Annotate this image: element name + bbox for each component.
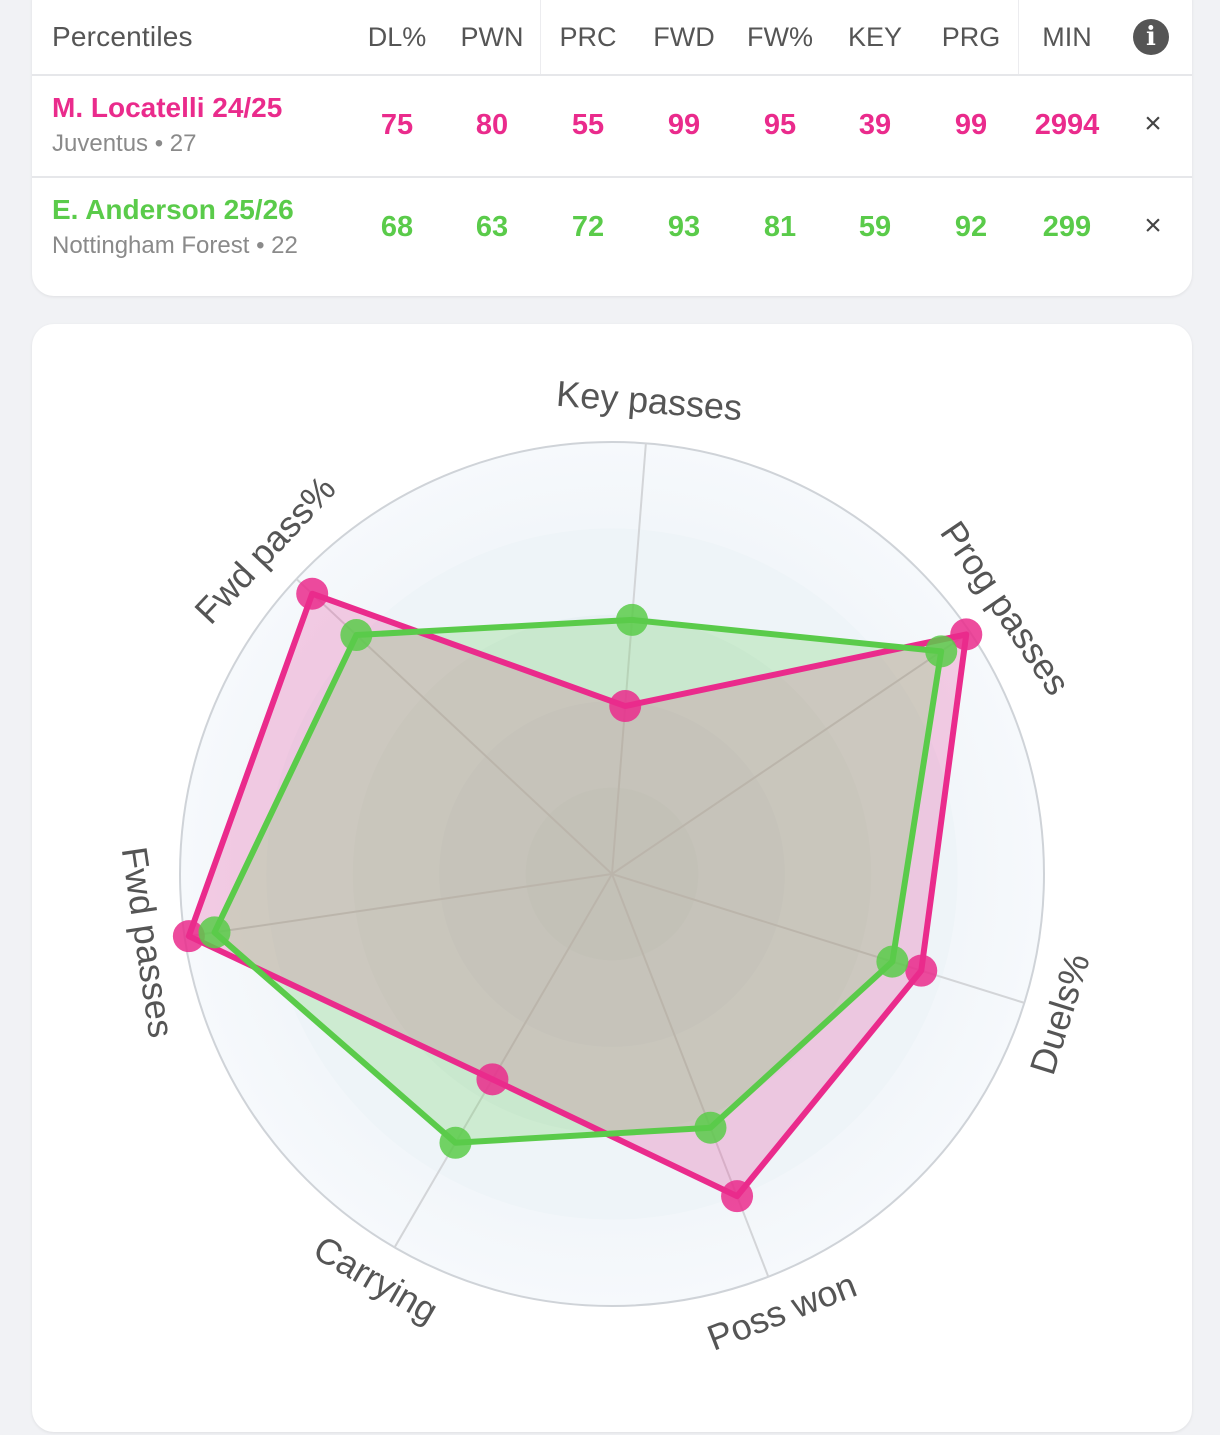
- stat-key: 39: [858, 109, 892, 141]
- radar-data-point[interactable]: [340, 619, 373, 652]
- radar-data-point[interactable]: [198, 916, 231, 949]
- radar-data-point[interactable]: [296, 577, 329, 610]
- stat-prg: 92: [954, 211, 988, 243]
- stat-prg: 99: [954, 109, 988, 141]
- stat-fwd: 93: [667, 211, 701, 243]
- radar-data-point[interactable]: [876, 945, 909, 978]
- radar-data-point[interactable]: [172, 920, 205, 953]
- table-header-row: Percentiles DL% PWN PRC FWD FW% KEY PRG …: [32, 0, 1192, 76]
- remove-player-button[interactable]: ×: [1144, 107, 1162, 140]
- column-header-min[interactable]: MIN: [1042, 22, 1092, 52]
- radar-data-point[interactable]: [615, 603, 648, 636]
- player-team-age: Nottingham Forest • 22: [52, 232, 298, 259]
- stat-prc: 72: [571, 211, 605, 243]
- radar-spoke: [611, 631, 971, 875]
- column-header-fw[interactable]: FW%: [747, 22, 813, 52]
- player-team-age: Juventus • 27: [52, 130, 197, 157]
- radar-data-point[interactable]: [950, 618, 983, 651]
- radar-axis-label: Fwd passes: [114, 844, 183, 1040]
- remove-player-button[interactable]: ×: [1144, 209, 1162, 242]
- radar-series-line: [185, 590, 970, 1200]
- stat-fw: 81: [763, 211, 797, 243]
- stat-prc: 55: [571, 109, 605, 141]
- stat-dl: 75: [380, 109, 414, 141]
- radar-data-point[interactable]: [439, 1126, 472, 1159]
- radar-chart-card: Key passes Prog passes Duels% Poss won Carry…: [32, 324, 1192, 1432]
- radar-spoke: [611, 443, 647, 875]
- player-name[interactable]: E. Anderson 25/26: [52, 194, 294, 225]
- column-divider: [540, 0, 541, 74]
- radar-axis-label: Key passes: [555, 373, 744, 428]
- column-divider: [1018, 0, 1019, 74]
- stat-fw: 95: [763, 109, 797, 141]
- radar-spoke: [611, 873, 1025, 1004]
- radar-series-area: [214, 619, 942, 1143]
- column-header-key[interactable]: KEY: [847, 22, 903, 52]
- stat-min: 2994: [1034, 109, 1100, 141]
- radar-data-point[interactable]: [905, 954, 938, 987]
- stat-min: 299: [1042, 211, 1092, 243]
- radar-series-area: [188, 593, 967, 1197]
- radar-data-point[interactable]: [721, 1180, 754, 1213]
- stat-key: 59: [858, 211, 892, 243]
- player-name[interactable]: M. Locatelli 24/25: [52, 92, 283, 123]
- stat-fwd: 99: [667, 109, 701, 141]
- table-title: Percentiles: [52, 21, 193, 52]
- column-header-fwd[interactable]: FWD: [653, 22, 715, 52]
- column-header-pwn[interactable]: PWN: [460, 22, 524, 52]
- stat-dl: 68: [380, 211, 414, 243]
- player-row-2[interactable]: E. Anderson 25/26 Nottingham Forest • 22…: [32, 178, 1192, 278]
- column-header-prc[interactable]: PRC: [559, 22, 617, 52]
- radar-data-point[interactable]: [925, 635, 958, 668]
- column-header-prg[interactable]: PRG: [941, 22, 1001, 52]
- stat-pwn: 80: [475, 109, 509, 141]
- percentiles-table: Percentiles DL% PWN PRC FWD FW% KEY PRG …: [32, 0, 1192, 296]
- column-header-dl[interactable]: DL%: [367, 22, 427, 52]
- radar-spoke: [393, 873, 613, 1248]
- radar-spoke: [184, 873, 613, 938]
- radar-data-point[interactable]: [694, 1111, 727, 1144]
- radar-series-line: [211, 616, 945, 1146]
- radar-data-point[interactable]: [609, 690, 642, 723]
- info-icon[interactable]: i: [1133, 19, 1169, 55]
- radar-data-point[interactable]: [476, 1063, 509, 1096]
- stat-pwn: 63: [475, 211, 509, 243]
- player-row-1[interactable]: M. Locatelli 24/25 Juventus • 27 75 80 5…: [32, 76, 1192, 178]
